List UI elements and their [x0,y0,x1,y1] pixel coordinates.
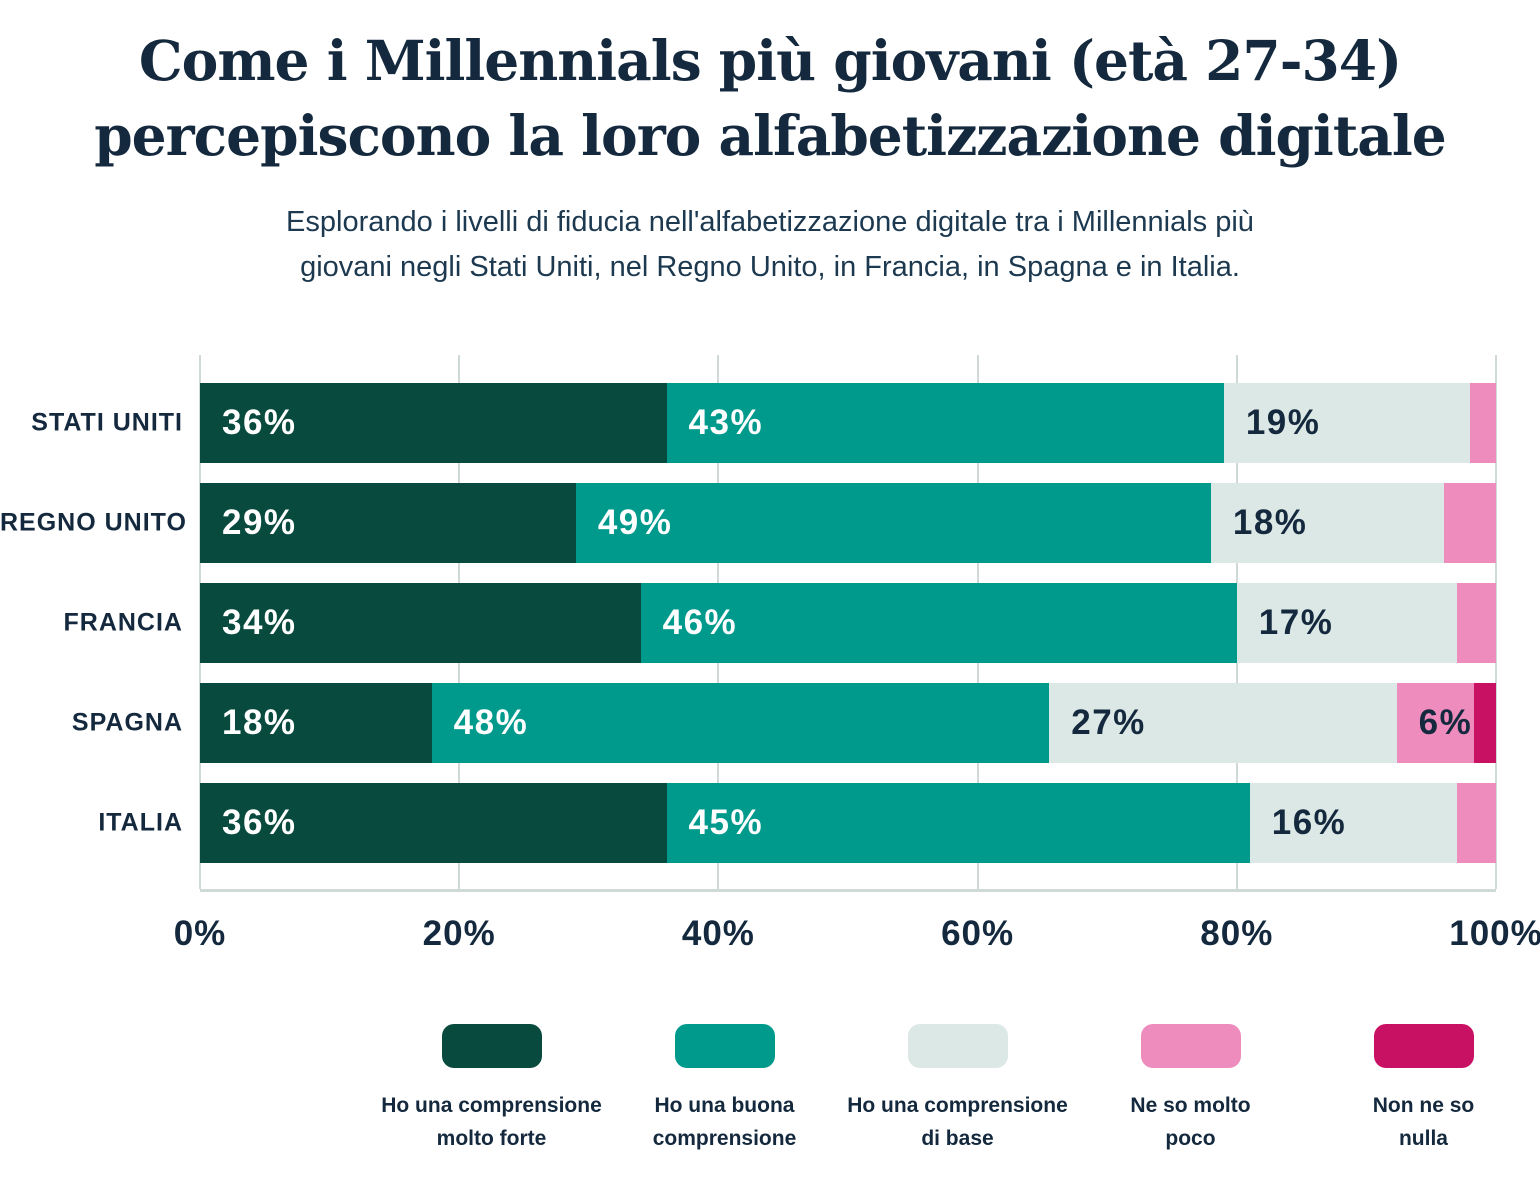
legend-label: Ho una comprensione molto forte [381,1094,602,1150]
value-label: 49% [597,503,673,543]
legend-item: Ho una comprensione di base [841,1024,1074,1155]
bar-segment [1470,383,1496,464]
value-label: 48% [453,703,529,743]
value-label: 6% [1418,703,1473,743]
bar-segment [1474,683,1496,764]
chart-title-line2: percepiscono la loro alfabetizzazione di… [94,102,1447,168]
row-label: SPAGNA [71,708,183,737]
stacked-bar-chart: STATI UNITI 36% 43% 19% REGNO UNITO 29% 49% 18%… [0,355,1540,962]
value-label: 18% [1232,503,1308,543]
legend-swatch [441,1024,542,1069]
legend-item: Ne so molto poco [1074,1024,1307,1155]
value-label: 43% [688,403,764,443]
bar-segment: 16% [1249,783,1458,864]
legend-label: Non ne so nulla [1372,1094,1475,1150]
x-tick-label: 60% [941,914,1015,954]
bar-segment: 46% [640,583,1237,664]
bar-segment [1444,483,1496,564]
x-tick-label: 20% [422,914,496,954]
bar-segment: 18% [1210,483,1445,564]
bar-segment: 48% [431,683,1050,764]
bar-segment: 49% [575,483,1211,564]
value-label: 29% [222,503,297,543]
value-label: 45% [688,803,764,843]
legend-item: Ho una buona comprensione [608,1024,841,1155]
legend-label: Ho una buona comprensione [652,1094,797,1150]
x-axis: 0% 20% 40% 60% 80% 100% [174,914,1540,962]
chart-subtitle-line1: Esplorando i livelli di fiducia nell'alf… [286,205,1254,238]
chart-title-line1: Come i Millennials più giovani (età 27-3… [138,28,1402,93]
chart-subtitle: Esplorando i livelli di fiducia nell'alf… [0,200,1540,292]
bar-row: FRANCIA 34% 46% 17% [64,583,1496,664]
bar-row: REGNO UNITO 29% 49% 18% [0,483,1496,564]
gridline-100 [1495,355,1497,890]
value-label: 16% [1271,803,1347,843]
row-label: REGNO UNITO [0,508,187,537]
value-label: 36% [222,803,297,843]
bar-segment: 45% [666,783,1250,864]
legend-label: Ne so molto poco [1130,1094,1251,1150]
value-label: 34% [222,603,297,643]
row-label: STATI UNITI [31,408,183,437]
bar-segment [1457,583,1496,664]
bar-segment: 17% [1236,583,1458,664]
legend-swatch [1140,1024,1241,1069]
row-label: FRANCIA [63,608,183,637]
bar-segment: 18% [200,683,432,764]
legend: Ho una comprensione molto forte Ho una bu… [375,1024,1540,1155]
bar-segment [1457,783,1496,864]
x-tick-label: 40% [681,914,755,954]
bar-rows-layer: STATI UNITI 36% 43% 19% REGNO UNITO 29% 49% 18%… [0,355,1496,889]
chart-subtitle-line2: giovani negli Stati Uniti, nel Regno Uni… [300,251,1240,284]
legend-item: Non ne so nulla [1307,1024,1540,1155]
bar-row: STATI UNITI 36% 43% 19% [31,383,1496,464]
plot-area: STATI UNITI 36% 43% 19% REGNO UNITO 29% 49% 18%… [0,355,1497,893]
bar-segment: 29% [200,483,576,564]
x-tick-label: 80% [1200,914,1274,954]
legend-swatch [1373,1024,1474,1069]
x-tick-label: 100% [1449,914,1540,954]
bar-segment: 27% [1049,683,1397,764]
legend-item: Ho una comprensione molto forte [375,1024,608,1155]
legend-label: Ho una comprensione di base [847,1094,1068,1150]
value-label: 18% [222,703,297,743]
row-label: ITALIA [98,808,183,837]
bar-segment: 34% [200,583,641,664]
bar-segment: 36% [200,783,667,864]
legend-swatch [907,1024,1008,1069]
value-label: 27% [1071,703,1146,743]
value-label: 46% [662,603,738,643]
x-tick-label: 0% [173,914,227,954]
bar-row: SPAGNA 18% 48% 27% 6% [72,683,1496,764]
value-label: 36% [222,403,297,443]
bar-segment: 36% [200,383,667,464]
chart-title: Come i Millennials più giovani (età 27-3… [0,0,1540,174]
value-label: 17% [1258,603,1334,643]
legend-swatch [674,1024,775,1069]
value-label: 19% [1245,403,1321,443]
bar-segment: 6% [1396,683,1474,764]
bar-row: ITALIA 36% 45% 16% [98,783,1496,864]
bar-segment: 43% [666,383,1224,464]
bar-segment: 19% [1223,383,1471,464]
